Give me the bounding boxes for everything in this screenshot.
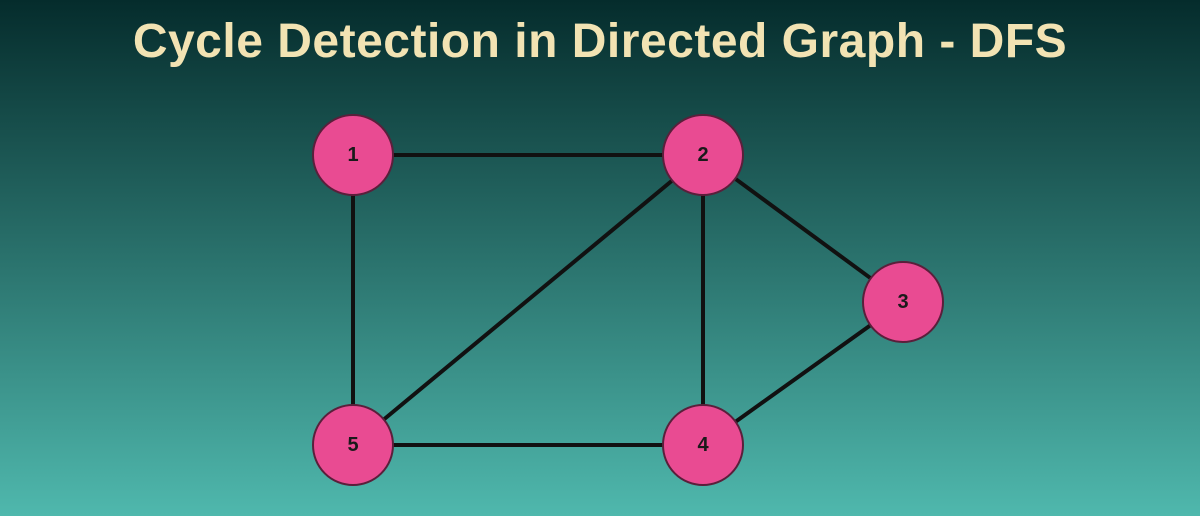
graph-node: 5 — [313, 405, 393, 485]
graph-node-label: 3 — [897, 291, 908, 313]
graph-node-label: 5 — [347, 434, 358, 456]
graph-node: 2 — [663, 115, 743, 195]
graph-edge — [736, 325, 871, 421]
graph-network: 1 2 3 4 5 — [0, 0, 1200, 516]
graph-edge — [384, 181, 672, 420]
graph-node-label: 2 — [697, 144, 708, 166]
graph-node-label: 1 — [347, 144, 358, 166]
diagram-canvas: Cycle Detection in Directed Graph - DFS … — [0, 0, 1200, 516]
graph-node: 3 — [863, 262, 943, 342]
graph-node-label: 4 — [697, 434, 709, 456]
graph-edge — [735, 179, 871, 279]
graph-node: 4 — [663, 405, 743, 485]
graph-node: 1 — [313, 115, 393, 195]
